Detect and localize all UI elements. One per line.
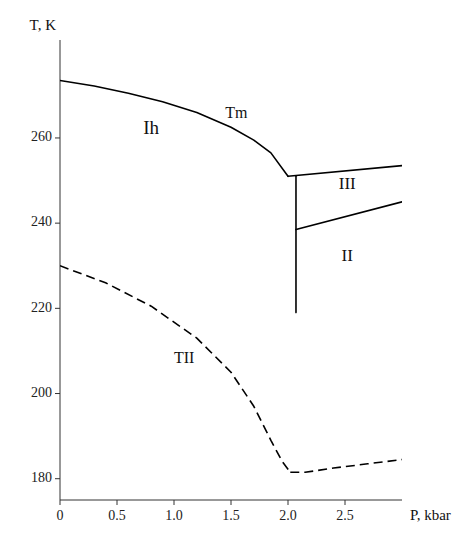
y-tick	[55, 478, 60, 479]
phase-boundary	[60, 80, 288, 176]
y-tick	[55, 393, 60, 394]
x-tick-label: 0.5	[108, 508, 126, 523]
x-tick-label: 0	[57, 508, 64, 523]
x-tick-label: 2.0	[279, 508, 297, 523]
x-tick	[60, 500, 61, 505]
y-tick	[55, 223, 60, 224]
y-tick-label: 240	[31, 214, 52, 229]
x-axis-label: P, kbar	[410, 507, 451, 523]
x-tick-label: 1.0	[165, 508, 183, 523]
y-tick-label: 200	[31, 385, 52, 400]
y-tick-label: 220	[31, 300, 52, 315]
phase-boundary	[295, 176, 297, 312]
annotation: II	[342, 246, 354, 265]
x-tick-label: 1.5	[222, 508, 240, 523]
plot-area	[60, 80, 402, 472]
phase-boundary	[60, 266, 290, 473]
y-tick	[55, 308, 60, 309]
y-tick-label: 260	[31, 129, 52, 144]
phase-boundary	[296, 202, 402, 230]
annotation: Tm	[225, 104, 248, 121]
annotation: Ih	[143, 117, 159, 138]
x-tick	[174, 500, 175, 505]
x-tick	[231, 500, 232, 505]
annotation: TII	[174, 349, 194, 366]
chart: 0 0.5 1.0 1.5 2.0 2.5 180 200 220 240 260 T, K P, kb…	[0, 0, 474, 544]
phase-boundary	[290, 460, 402, 473]
x-tick	[345, 500, 346, 505]
y-axis-label: T, K	[30, 17, 57, 33]
y-tick-label: 180	[31, 470, 52, 485]
y-tick	[55, 137, 60, 138]
x-tick-label: 2.5	[336, 508, 354, 523]
x-tick	[288, 500, 289, 505]
annotation: III	[339, 174, 356, 193]
y-axis-line	[60, 40, 61, 500]
x-tick	[117, 500, 118, 505]
